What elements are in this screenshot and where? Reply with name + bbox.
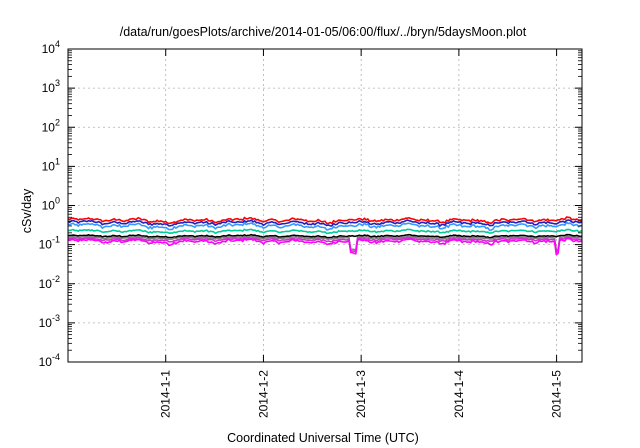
y-tick-base: 10 — [42, 199, 56, 213]
series-line — [67, 237, 583, 256]
y-tick-label: 10-1 — [39, 235, 60, 252]
y-tick-exponent: 2 — [55, 117, 60, 127]
y-tick-exponent: 3 — [55, 78, 60, 88]
y-tick-base: 10 — [39, 355, 53, 369]
y-tick-base: 10 — [39, 277, 53, 291]
y-tick-exponent: 4 — [55, 39, 60, 49]
y-tick-label: 10-4 — [39, 352, 60, 369]
y-tick-base: 10 — [42, 42, 56, 56]
y-tick-base: 10 — [42, 120, 56, 134]
y-tick-label: 100 — [42, 196, 60, 213]
y-tick-exponent: 1 — [55, 156, 60, 166]
y-tick-label: 104 — [42, 39, 60, 56]
series-line — [67, 221, 583, 232]
y-tick-exponent: -2 — [52, 274, 60, 284]
y-tick-base: 10 — [39, 238, 53, 252]
series-line — [67, 216, 583, 225]
y-tick-base: 10 — [39, 316, 53, 330]
series-line — [67, 233, 583, 239]
grid — [68, 49, 582, 362]
x-tick-label: 2014-1-4 — [452, 370, 466, 418]
x-tick-label: 2014-1-5 — [550, 370, 564, 418]
y-tick-label: 103 — [42, 78, 60, 95]
x-tick-label: 2014-1-3 — [354, 370, 368, 418]
series-group — [67, 216, 583, 256]
y-tick-label: 101 — [42, 156, 60, 173]
y-axis-label: cSv/day — [20, 188, 34, 233]
y-tick-label: 10-2 — [39, 274, 60, 291]
x-tick-label: 2014-1-1 — [159, 370, 173, 418]
x-tick-label: 2014-1-2 — [256, 370, 270, 418]
y-tick-base: 10 — [42, 81, 56, 95]
y-tick-label: 102 — [42, 117, 60, 134]
series-line — [67, 235, 583, 251]
y-tick-base: 10 — [42, 159, 56, 173]
x-axis-label: Coordinated Universal Time (UTC) — [227, 431, 419, 445]
series-line — [67, 236, 583, 254]
y-tick-exponent: -4 — [52, 352, 60, 362]
y-tick-exponent: -1 — [52, 235, 60, 245]
series-line — [67, 228, 583, 235]
y-tick-label: 10-3 — [39, 313, 60, 330]
chart-title: /data/run/goesPlots/archive/2014-01-05/0… — [120, 25, 527, 39]
y-tick-exponent: 0 — [55, 196, 60, 206]
series-line — [67, 219, 583, 227]
y-tick-exponent: -3 — [52, 313, 60, 323]
